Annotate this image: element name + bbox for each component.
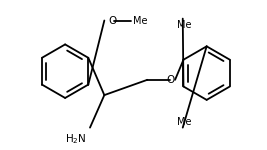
Text: Me: Me [133,15,148,26]
Text: H$_2$N: H$_2$N [65,132,86,146]
Text: Me: Me [177,20,192,30]
Text: O: O [108,15,116,26]
Text: Me: Me [177,117,192,127]
Text: O: O [166,75,174,85]
